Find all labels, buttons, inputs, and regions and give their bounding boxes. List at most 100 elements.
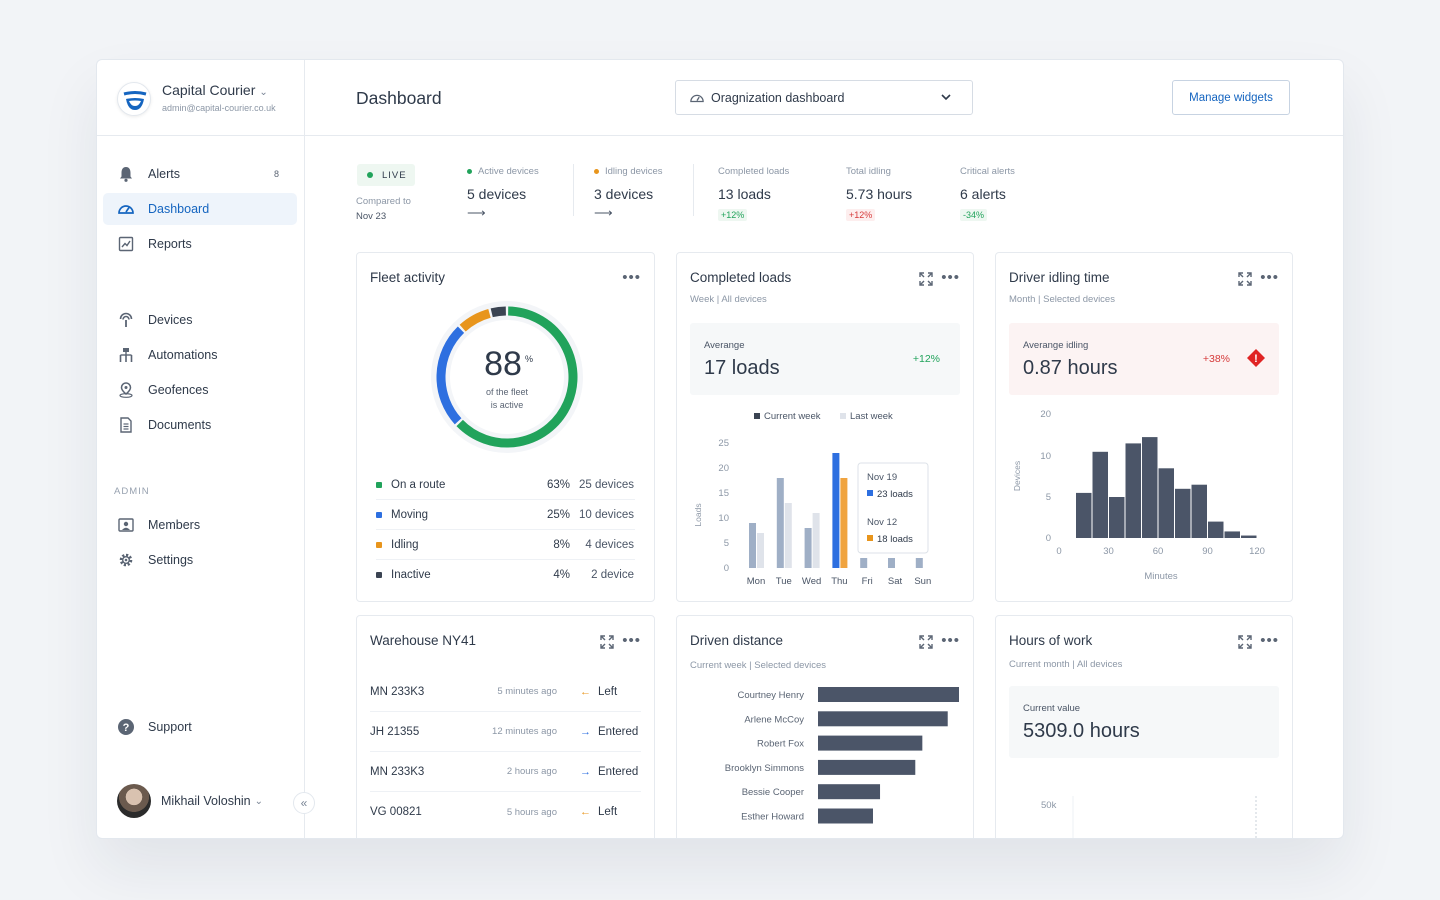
list-item[interactable]: On a route 63% 25 devices — [376, 470, 635, 500]
stat-critical-alerts[interactable]: Critical alerts 6 alerts -34% — [960, 166, 1015, 221]
tooltip-date-2: Nov 12 — [867, 517, 897, 528]
admin-section-label: ADMIN — [114, 486, 150, 497]
card-title: Warehouse NY41 — [370, 633, 477, 648]
distance-bar — [818, 735, 923, 751]
arrow-right-icon: → — [580, 765, 591, 778]
x-tick-label: 0 — [1056, 546, 1061, 557]
org-switcher[interactable]: Capital Courier ⌄ admin@capital-courier.c… — [97, 60, 305, 136]
x-tick-label: Fri — [862, 576, 873, 587]
x-tick-label: Mon — [747, 576, 765, 587]
chart-tooltip: Nov 19 23 loads Nov 12 18 loads — [857, 462, 929, 554]
bar-current-week — [749, 523, 756, 568]
legend-swatch — [376, 481, 382, 488]
live-badge: LIVE — [357, 164, 415, 186]
expand-icon[interactable] — [1238, 635, 1252, 649]
card-title: Hours of work — [1009, 633, 1093, 648]
dashboard-gauge-icon — [118, 205, 134, 214]
histogram-bar — [1191, 484, 1207, 538]
sidebar-item-documents[interactable]: Documents — [103, 409, 297, 441]
y-tick-label: 5 — [724, 538, 729, 549]
tooltip-swatch-2 — [867, 535, 873, 541]
brand-logo — [117, 82, 151, 116]
delta-badge: -34% — [960, 209, 988, 221]
completed-loads-card: Completed loads Week | All devices ••• A… — [676, 252, 974, 602]
list-item[interactable]: Idling 8% 4 devices — [376, 530, 635, 560]
sidebar-item-alerts[interactable]: Alerts 8 — [103, 158, 297, 190]
y-tick-label: 10 — [1040, 451, 1051, 462]
more-options-icon[interactable]: ••• — [622, 632, 641, 649]
help-icon: ? — [118, 719, 134, 735]
more-options-icon[interactable]: ••• — [941, 269, 960, 286]
histogram-bar — [1241, 535, 1257, 538]
sidebar-item-automations[interactable]: Automations — [103, 339, 297, 371]
fleet-activity-card: Fleet activity ••• 88 % of the fleet is … — [356, 252, 655, 602]
card-subtitle: Week | All devices — [690, 294, 767, 305]
table-row[interactable]: VG 00821 5 hours ago ← Left — [370, 792, 641, 832]
histogram-bar — [1142, 437, 1158, 538]
y-tick-label: 0 — [724, 563, 729, 574]
x-tick-label: Thu — [831, 576, 847, 587]
stat-total-idling[interactable]: Total idling 5.73 hours +12% — [846, 166, 913, 221]
manage-widgets-button[interactable]: Manage widgets — [1172, 80, 1290, 115]
expand-icon[interactable] — [919, 635, 933, 649]
bar-last-week — [757, 533, 764, 568]
metric-value: 0.87 hours — [1023, 357, 1118, 379]
tooltip-date-1: Nov 19 — [867, 472, 897, 483]
y-tick-label: 5 — [1046, 492, 1051, 503]
driver-idling-card: Driver idling time Month | Selected devi… — [995, 252, 1293, 602]
stat-idling-devices[interactable]: Idling devices 3 devices ⟶ — [594, 166, 663, 220]
y-tick-label: 20 — [718, 463, 729, 474]
expand-icon[interactable] — [919, 272, 933, 286]
donut-segment — [436, 326, 465, 425]
sidebar-item-label: Settings — [148, 553, 194, 567]
metric-box: Current value 5309.0 hours — [1009, 686, 1279, 758]
card-subtitle: Current week | Selected devices — [690, 660, 827, 671]
table-row[interactable]: MN 233K3 2 hours ago → Entered — [370, 752, 641, 792]
stat-completed-loads[interactable]: Completed loads 13 loads +12% — [718, 166, 790, 221]
vehicle-id: MN 233K3 — [370, 685, 425, 698]
bar-current-week — [832, 453, 840, 568]
bar-last-week — [784, 503, 792, 568]
sidebar-item-settings[interactable]: Settings — [103, 544, 297, 576]
sidebar-item-devices[interactable]: Devices — [103, 304, 297, 336]
more-options-icon[interactable]: ••• — [622, 269, 641, 286]
sidebar-item-support[interactable]: ? Support — [103, 711, 297, 743]
user-menu[interactable]: Mikhail Voloshin ⌄ — [117, 784, 263, 818]
histogram-bar — [1158, 468, 1174, 538]
histogram-bar — [1125, 443, 1141, 538]
compared-to[interactable]: Compared to Nov 23 — [356, 196, 411, 222]
stat-active-devices[interactable]: Active devices 5 devices ⟶ — [467, 166, 539, 220]
svg-text:?: ? — [123, 722, 130, 734]
collapse-sidebar-button[interactable]: « — [293, 792, 315, 814]
more-options-icon[interactable]: ••• — [941, 632, 960, 649]
tooltip-box — [857, 462, 929, 554]
list-item[interactable]: Inactive 4% 2 device — [376, 560, 635, 590]
list-item[interactable]: Moving 25% 10 devices — [376, 500, 635, 530]
table-row[interactable]: MN 233K3 5 minutes ago ← Left — [370, 672, 641, 712]
bar-category-label: Bessie Cooper — [742, 787, 804, 798]
dashboard-select[interactable]: Oragnization dashboard — [675, 80, 973, 115]
legend-last-week: Last week — [850, 411, 893, 422]
divider — [693, 164, 694, 216]
y-axis-label: Devices — [1012, 461, 1022, 491]
expand-icon[interactable] — [600, 635, 614, 649]
bar-current-week — [888, 558, 895, 568]
chevron-down-icon: ⌄ — [259, 87, 268, 98]
sidebar-item-members[interactable]: Members — [103, 509, 297, 541]
bar-category-label: Esther Howard — [741, 812, 804, 823]
chevron-down-icon — [941, 94, 951, 101]
more-options-icon[interactable]: ••• — [1260, 269, 1279, 286]
expand-icon[interactable] — [1238, 272, 1252, 286]
report-chart-icon — [118, 236, 134, 252]
y-tick-label: 0 — [1046, 533, 1051, 544]
event-time: 5 minutes ago — [497, 686, 557, 697]
sidebar-item-reports[interactable]: Reports — [103, 228, 297, 260]
delta-badge: +12% — [846, 209, 876, 221]
legend-swatch — [376, 511, 382, 518]
more-options-icon[interactable]: ••• — [1260, 632, 1279, 649]
table-row[interactable]: JH 21355 12 minutes ago → Entered — [370, 712, 641, 752]
arrow-right-icon: → — [580, 725, 591, 738]
sidebar-item-geofences[interactable]: Geofences — [103, 374, 297, 406]
stat-value: 3 devices — [594, 186, 654, 202]
sidebar-item-dashboard[interactable]: Dashboard — [103, 193, 297, 225]
